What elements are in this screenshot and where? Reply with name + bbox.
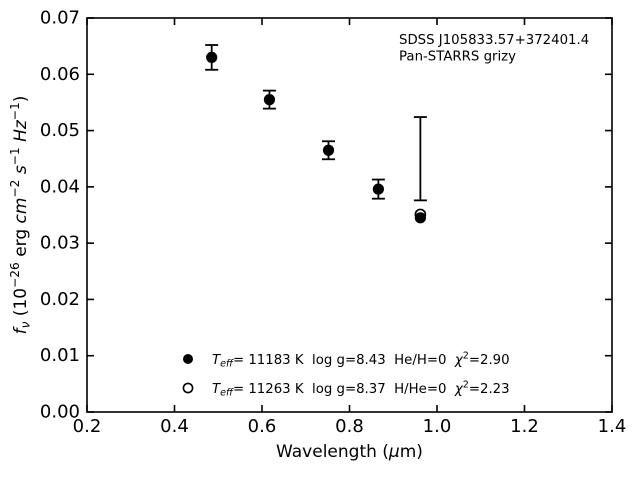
y-tick-label: 0.06 xyxy=(40,64,80,85)
y-axis-label: fν (10−26 erg cm−2 s−1 Hz−1) xyxy=(8,96,32,335)
y-tick-label: 0.04 xyxy=(40,176,80,197)
data-point-filled xyxy=(322,144,335,156)
data-point-filled xyxy=(206,51,218,64)
data-layer xyxy=(205,44,427,224)
y-tick-label: 0.01 xyxy=(40,345,80,366)
y-tick-label: 0.00 xyxy=(40,402,80,423)
y-tick-label: 0.05 xyxy=(40,120,80,141)
annotation-target-name: SDSS J105833.57+372401.4 xyxy=(399,33,589,48)
axis-ticks xyxy=(86,17,613,413)
x-tick-label: 1.0 xyxy=(423,416,452,437)
data-point-filled xyxy=(263,94,276,106)
x-tick-label: 1.4 xyxy=(598,416,627,437)
x-tick-label: 0.8 xyxy=(335,416,364,437)
axis-labels: Wavelength (μm) fν (10−26 erg cm−2 s−1 Hz… xyxy=(8,96,423,462)
annotation-survey-bands: Pan-STARRS grizy xyxy=(399,50,516,65)
x-tick-label: 0.2 xyxy=(73,416,102,437)
annotation: SDSS J105833.57+372401.4 Pan-STARRS griz… xyxy=(399,33,589,65)
data-point-filled xyxy=(372,183,384,195)
x-tick-label: 1.2 xyxy=(510,416,539,437)
legend-marker-open xyxy=(182,382,194,394)
legend-entry-label: Teff= 11263 K log g=8.37 H/He=0 χ2=2.23 xyxy=(212,380,510,399)
x-tick-label: 0.4 xyxy=(160,416,189,437)
y-tick-label: 0.07 xyxy=(40,8,80,29)
y-tick-label: 0.02 xyxy=(40,289,80,310)
legend-entry-label: Teff= 11183 K log g=8.43 He/H=0 χ2=2.90 xyxy=(212,351,510,370)
legend-marker-filled xyxy=(183,354,193,364)
tick-labels: 0.2 0.4 0.6 0.8 1.0 1.2 1.4 0.00 0.01 0.02 0.03 0.0… xyxy=(40,8,626,438)
x-axis-label: Wavelength (μm) xyxy=(276,442,423,462)
plot-legend: Teff= 11183 K log g=8.43 He/H=0 χ2=2.90 T… xyxy=(182,351,510,399)
data-point-filled xyxy=(414,212,426,224)
y-tick-label: 0.03 xyxy=(40,233,80,254)
x-tick-label: 0.6 xyxy=(248,416,277,437)
